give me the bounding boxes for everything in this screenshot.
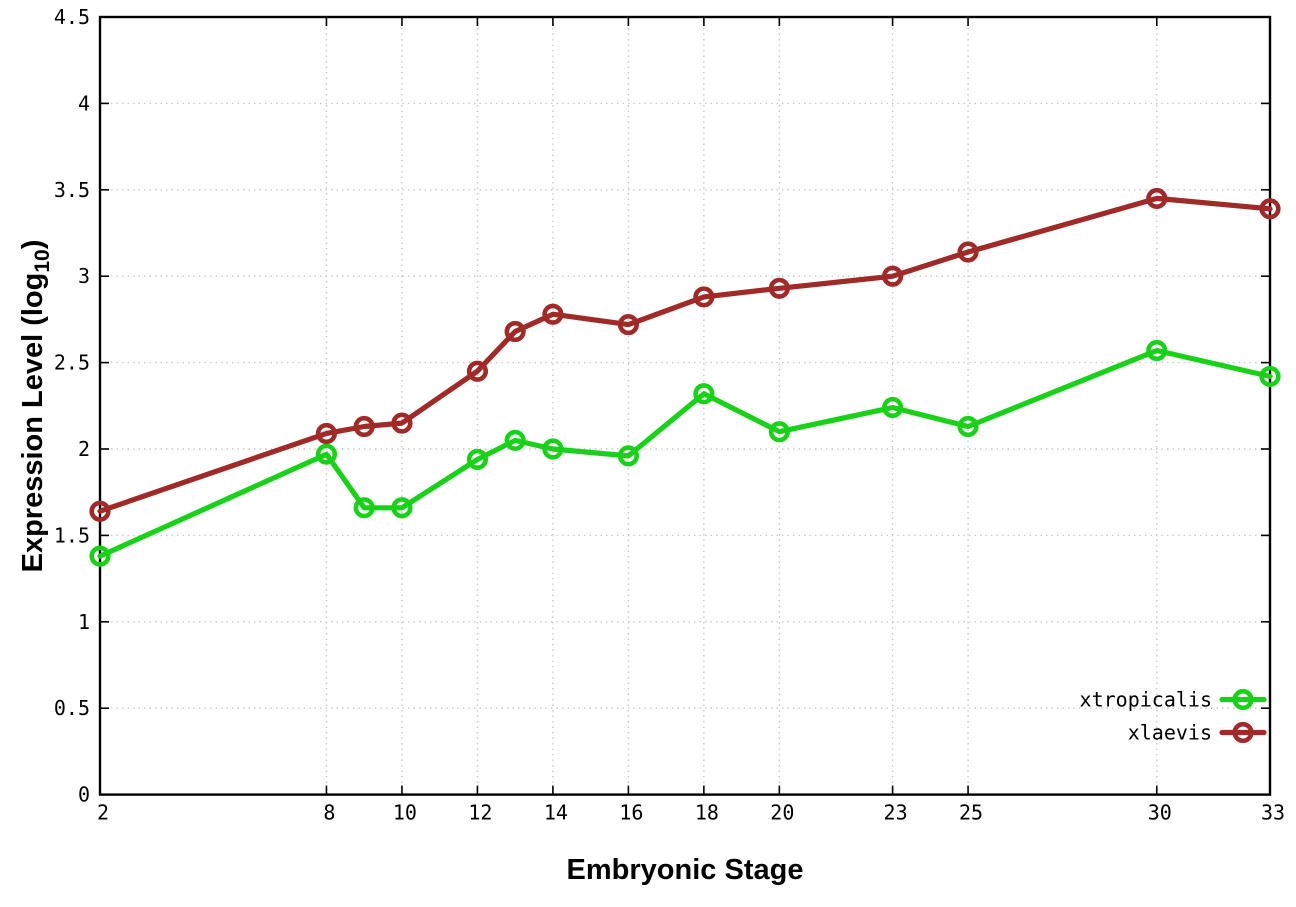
y-axis-title: Expression Level (log10) bbox=[17, 240, 54, 573]
data-point-xtropicalis bbox=[89, 545, 111, 567]
data-point-xlaevis bbox=[89, 500, 111, 522]
data-point-xtropicalis bbox=[315, 443, 338, 465]
y-tick-label: 3 bbox=[78, 264, 90, 288]
x-tick-label: 2 bbox=[97, 801, 109, 825]
data-point-xtropicalis bbox=[466, 448, 489, 470]
x-tick-label: 12 bbox=[468, 801, 492, 825]
y-tick-label: 4 bbox=[78, 91, 90, 115]
legend-label-xtropicalis: xtropicalis bbox=[1080, 688, 1212, 712]
data-point-xtropicalis bbox=[1259, 365, 1281, 388]
x-tick-label: 30 bbox=[1148, 801, 1172, 825]
x-axis-title: Embryonic Stage bbox=[567, 854, 804, 886]
x-tick-label: 8 bbox=[323, 801, 335, 825]
x-tick-label: 25 bbox=[959, 801, 983, 825]
x-tick-label: 14 bbox=[544, 801, 568, 825]
data-point-xlaevis bbox=[466, 360, 489, 382]
data-point-xlaevis bbox=[1146, 187, 1168, 210]
x-tick-label: 23 bbox=[884, 801, 908, 825]
data-point-xtropicalis bbox=[957, 415, 979, 438]
y-tick-label: 1.5 bbox=[54, 523, 90, 547]
data-point-xlaevis bbox=[881, 265, 904, 287]
data-point-xtropicalis bbox=[1146, 339, 1168, 362]
legend-label-xlaevis: xlaevis bbox=[1128, 721, 1212, 745]
x-tick-label: 10 bbox=[393, 801, 417, 825]
plot-frame bbox=[98, 15, 1272, 796]
data-point-xlaevis bbox=[768, 277, 790, 299]
data-point-xlaevis bbox=[542, 303, 564, 325]
y-tick-label: 4.5 bbox=[54, 5, 90, 29]
x-tick-label: 16 bbox=[619, 801, 643, 825]
x-tick-label: 20 bbox=[770, 801, 794, 825]
y-tick-label: 3.5 bbox=[54, 178, 90, 202]
x-tick-label: 33 bbox=[1261, 801, 1285, 825]
data-point-xtropicalis bbox=[504, 429, 526, 451]
data-point-xlaevis bbox=[315, 422, 338, 445]
y-tick-label: 2.5 bbox=[54, 351, 90, 375]
data-point-xlaevis bbox=[957, 241, 979, 263]
y-tick-label: 1 bbox=[78, 610, 90, 634]
x-tick-label: 18 bbox=[695, 801, 719, 825]
data-point-xtropicalis bbox=[353, 497, 375, 519]
data-point-xlaevis bbox=[353, 415, 375, 438]
data-point-xtropicalis bbox=[881, 396, 904, 419]
legend-marker-xtropicalis bbox=[1232, 688, 1254, 711]
data-point-xlaevis bbox=[504, 320, 526, 343]
data-point-xlaevis bbox=[391, 412, 413, 434]
y-tick-label: 2 bbox=[78, 437, 90, 461]
y-tick-label: 0 bbox=[78, 783, 90, 807]
data-point-xlaevis bbox=[693, 286, 715, 308]
data-point-xlaevis bbox=[1259, 198, 1281, 220]
data-point-xtropicalis bbox=[391, 497, 413, 519]
legend-marker-xlaevis bbox=[1232, 721, 1254, 744]
y-tick-label: 0.5 bbox=[54, 696, 90, 720]
data-point-xtropicalis bbox=[768, 421, 790, 443]
data-point-xtropicalis bbox=[693, 383, 715, 405]
data-point-xtropicalis bbox=[542, 438, 564, 460]
data-point-xlaevis bbox=[617, 313, 639, 336]
data-point-xtropicalis bbox=[617, 445, 639, 467]
